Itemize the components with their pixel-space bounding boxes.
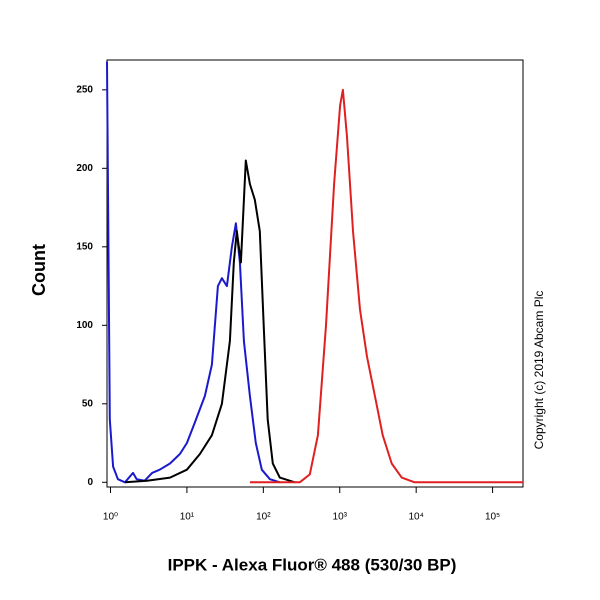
y-tick-label: 50 [82, 398, 94, 409]
y-tick-label: 250 [76, 84, 93, 95]
y-tick-label: 100 [76, 320, 93, 331]
x-tick-label: 10¹ [180, 512, 195, 523]
x-tick-label: 10⁰ [103, 512, 118, 523]
x-tick-label: 10³ [333, 512, 348, 523]
x-tick-label: 10⁵ [485, 512, 500, 523]
y-tick-label: 150 [76, 241, 93, 252]
series-line [106, 61, 281, 484]
copyright: Copyright (c) 2019 Abcam Plc [532, 291, 546, 450]
y-tick-label: 200 [76, 163, 93, 174]
y-tick-label: 0 [87, 477, 93, 488]
x-tick-label: 10² [256, 512, 271, 523]
series-line [124, 159, 296, 484]
plot-frame [106, 59, 524, 488]
x-axis-label: IPPK - Alexa Fluor® 488 (530/30 BP) [168, 555, 457, 574]
y-axis-label: Count [29, 244, 49, 296]
x-tick-label: 10⁴ [408, 512, 423, 523]
series-line [249, 88, 523, 484]
